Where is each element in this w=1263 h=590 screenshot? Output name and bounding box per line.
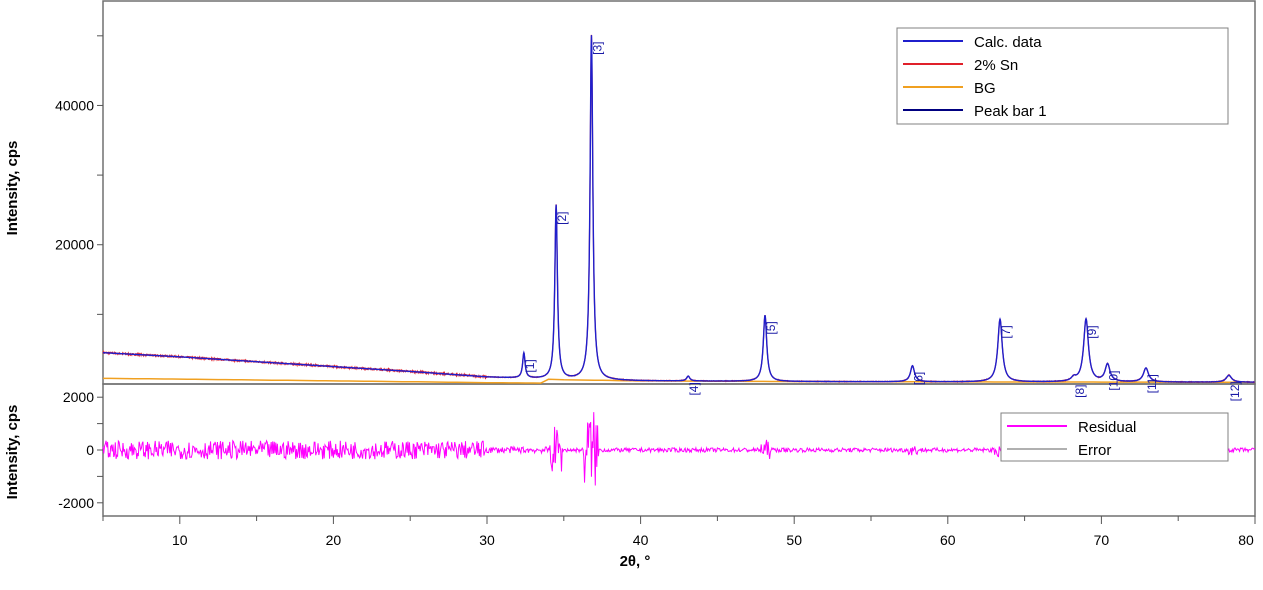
main-y-tick-label: 20000 xyxy=(55,237,94,253)
peak-label: [1] xyxy=(523,359,537,372)
peak-label: [12] xyxy=(1228,381,1242,401)
peak-label: [10] xyxy=(1107,371,1121,391)
calc-series xyxy=(102,35,1255,383)
peak-label: [4] xyxy=(687,382,701,395)
legend-label-peak-bar: Peak bar 1 xyxy=(974,103,1047,120)
legend-label-bg: BG xyxy=(974,80,996,97)
x-tick-label: 10 xyxy=(172,532,188,548)
calc-line xyxy=(102,35,1255,383)
main-y-axis-title: Intensity, cps xyxy=(4,141,21,236)
legend-label-observed: 2% Sn xyxy=(974,57,1018,74)
peak-label: [11] xyxy=(1145,374,1159,393)
x-axis-title: 2θ, ° xyxy=(620,553,651,570)
peak-label: [8] xyxy=(1073,385,1087,398)
x-tick-label: 70 xyxy=(1094,532,1110,548)
x-tick-label: 20 xyxy=(326,532,342,548)
legend-label-residual: Residual xyxy=(1078,419,1136,436)
residual-y-tick-label: 0 xyxy=(86,442,94,458)
peak-label: [2] xyxy=(555,212,569,225)
residual-legend: Residual Error xyxy=(1000,412,1229,462)
residual-y-ticks: 2000 0 -2000 xyxy=(58,389,103,511)
peak-labels: [1] [2] [3] [4] [5] [6] [7] [8] [9] [10] [11] [12] xyxy=(523,42,1242,402)
peak-label: [5] xyxy=(764,321,778,334)
peak-label: [3] xyxy=(590,42,604,55)
main-y-tick-label: 40000 xyxy=(55,97,94,113)
legend-label-calc: Calc. data xyxy=(974,34,1042,51)
main-legend: Calc. data 2% Sn BG Peak bar 1 xyxy=(896,27,1229,125)
residual-y-axis-title: Intensity, cps xyxy=(4,405,21,500)
peak-label: [9] xyxy=(1085,325,1099,338)
x-tick-label: 60 xyxy=(940,532,956,548)
x-ticks: 10 20 30 40 50 60 70 80 xyxy=(102,516,1256,548)
x-tick-label: 80 xyxy=(1238,532,1254,548)
peak-label: [6] xyxy=(912,372,926,385)
residual-y-tick-label: -2000 xyxy=(58,495,94,511)
x-tick-label: 30 xyxy=(479,532,495,548)
legend-label-error: Error xyxy=(1078,442,1111,459)
peak-label: [7] xyxy=(999,325,1013,338)
x-tick-label: 40 xyxy=(633,532,649,548)
main-y-ticks: 20000 40000 xyxy=(55,35,103,315)
residual-y-tick-label: 2000 xyxy=(63,389,94,405)
x-tick-label: 50 xyxy=(786,532,802,548)
